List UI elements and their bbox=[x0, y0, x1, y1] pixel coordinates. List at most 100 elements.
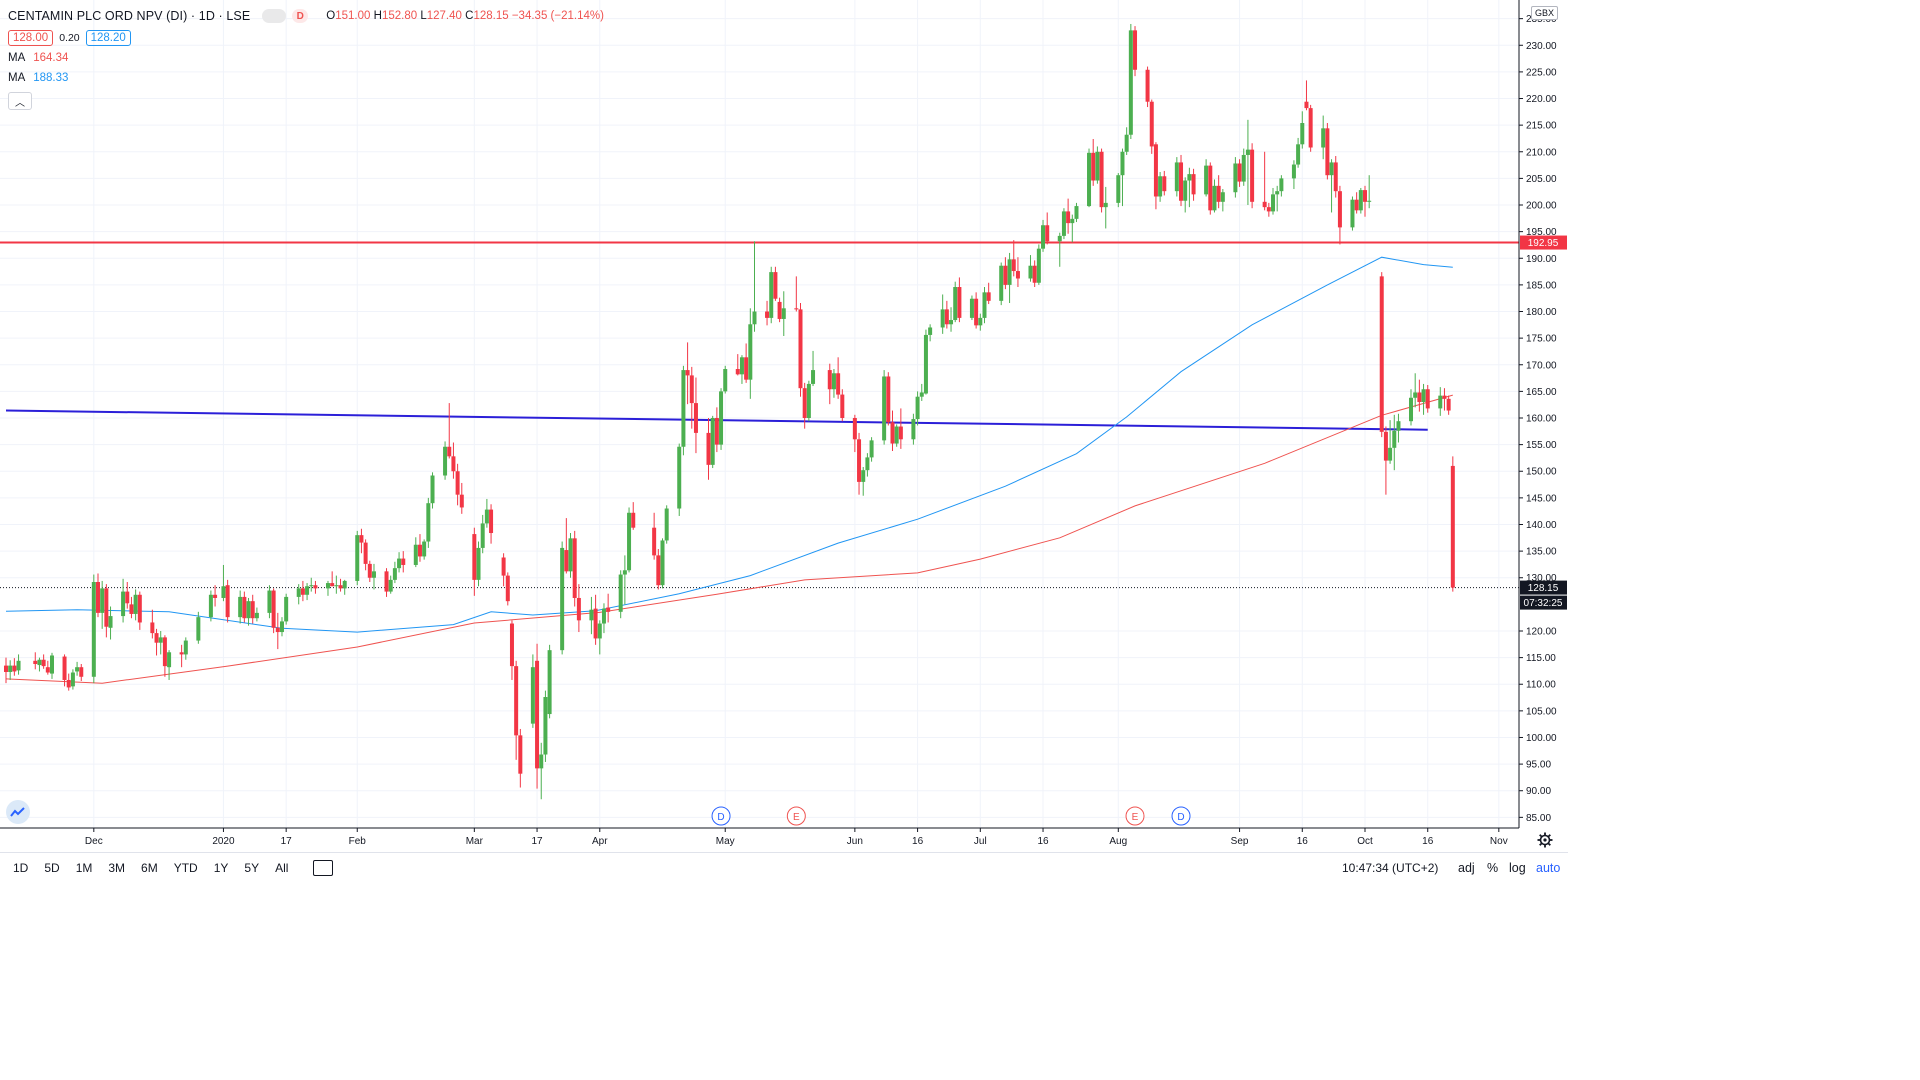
candle-down bbox=[242, 596, 247, 619]
candle-down bbox=[313, 585, 318, 589]
drawn-lines[interactable] bbox=[0, 241, 1519, 589]
candle-down bbox=[852, 418, 857, 440]
price-tick-label: 130.00 bbox=[1526, 573, 1557, 584]
candle-down bbox=[1333, 162, 1338, 192]
candle-down bbox=[300, 588, 305, 595]
tradingview-logo-icon[interactable] bbox=[6, 800, 30, 824]
candle-down bbox=[986, 292, 991, 301]
indicator-ma-2[interactable]: MA 188.33 bbox=[8, 72, 69, 84]
candle-up bbox=[279, 621, 284, 633]
candle-down bbox=[777, 301, 782, 319]
candle-down bbox=[66, 679, 71, 688]
earnings-marker[interactable] bbox=[1125, 806, 1145, 826]
range-5d[interactable]: 5D bbox=[44, 861, 60, 875]
candle-down bbox=[505, 575, 510, 602]
range-1d[interactable]: 1D bbox=[13, 861, 29, 875]
candle-up bbox=[480, 523, 485, 548]
auto-toggle[interactable]: auto bbox=[1536, 861, 1561, 875]
candle-up bbox=[1388, 447, 1393, 461]
bar-countdown-tag-bg bbox=[1520, 595, 1567, 610]
candle-up bbox=[1350, 199, 1355, 228]
ma-slow-line bbox=[5, 256, 1453, 633]
price-tick-label: 95.00 bbox=[1526, 760, 1551, 771]
candle-down bbox=[1011, 259, 1016, 272]
price-tick-label: 200.00 bbox=[1526, 201, 1557, 212]
candle-down bbox=[572, 538, 577, 598]
candle-up bbox=[999, 265, 1004, 301]
candle-up bbox=[208, 594, 213, 618]
range-1m[interactable]: 1M bbox=[75, 861, 93, 875]
range-5y[interactable]: 5Y bbox=[244, 861, 260, 875]
candle-up bbox=[568, 538, 573, 572]
candle-up bbox=[284, 596, 289, 622]
candle-down bbox=[714, 418, 719, 445]
candle-up bbox=[1212, 185, 1217, 211]
candle-down bbox=[693, 403, 698, 433]
price-axis[interactable]: 235.00230.00225.00220.00215.00210.00205.… bbox=[1518, 0, 1568, 828]
candle-up bbox=[1358, 190, 1363, 211]
candle-up bbox=[543, 697, 548, 755]
candle-up bbox=[719, 391, 724, 445]
candle-down bbox=[898, 426, 903, 440]
candle-up bbox=[422, 541, 427, 557]
candle-down bbox=[765, 311, 770, 318]
range-6m[interactable]: 6M bbox=[141, 861, 158, 875]
price-tick-label: 195.00 bbox=[1526, 227, 1557, 238]
candle-up bbox=[919, 392, 924, 397]
candle-up bbox=[183, 640, 188, 655]
candle-down bbox=[840, 394, 845, 418]
visibility-toggle-icon[interactable] bbox=[262, 9, 287, 23]
candle-down bbox=[735, 369, 740, 375]
earnings-marker-label: E bbox=[793, 812, 800, 823]
range-1y[interactable]: 1Y bbox=[213, 861, 229, 875]
price-chart[interactable]: 235.00230.00225.00220.00215.00210.00205.… bbox=[0, 0, 1568, 852]
candle-down bbox=[150, 622, 155, 634]
candle-up bbox=[1245, 149, 1250, 155]
ask-price[interactable]: 128.20 bbox=[85, 30, 131, 46]
indicator-ma-1[interactable]: MA 164.34 bbox=[8, 52, 69, 64]
candle-up bbox=[325, 583, 330, 589]
resistance-price-tag-bg bbox=[1520, 235, 1567, 250]
log-toggle[interactable]: log bbox=[1509, 861, 1526, 875]
candle-down bbox=[974, 298, 979, 326]
currency-label[interactable]: GBX bbox=[1531, 6, 1559, 20]
candle-up bbox=[1103, 202, 1108, 208]
earnings-marker[interactable] bbox=[786, 806, 806, 826]
dividend-marker[interactable] bbox=[711, 806, 731, 826]
price-tick-label: 190.00 bbox=[1526, 254, 1557, 265]
candle-up bbox=[1183, 180, 1188, 201]
candle-up bbox=[16, 660, 21, 671]
candle-up bbox=[196, 617, 201, 641]
candle-up bbox=[1174, 162, 1179, 192]
candle-down bbox=[886, 376, 891, 423]
candle-up bbox=[831, 373, 836, 390]
bid-price[interactable]: 128.00 bbox=[8, 30, 54, 46]
candle-down bbox=[447, 446, 452, 457]
bar-countdown-tag[interactable]: 07:32:25 bbox=[1524, 598, 1563, 609]
time-axis[interactable]: Dec 2020 17 Feb Mar 17 Apr May Jun 16 Jul 16 Aug Sep 1… bbox=[0, 827, 1519, 847]
percent-toggle[interactable]: % bbox=[1487, 861, 1499, 875]
market-status-badge: D bbox=[292, 9, 309, 23]
candle-down bbox=[451, 456, 456, 472]
timezone-clock[interactable]: 10:47:34 (UTC+2) bbox=[1342, 861, 1439, 875]
candle-down bbox=[472, 534, 477, 580]
current-price-tag[interactable]: 128.15 bbox=[1528, 583, 1559, 594]
range-all[interactable]: All bbox=[275, 861, 289, 875]
range-3m[interactable]: 3M bbox=[108, 861, 126, 875]
adj-toggle[interactable]: adj bbox=[1458, 861, 1475, 875]
resistance-price-tag[interactable]: 192.95 bbox=[1528, 238, 1559, 249]
candle-up bbox=[953, 287, 958, 321]
candle-down bbox=[79, 667, 84, 677]
symbol-title[interactable]: CENTAMIN PLC ORD NPV (DI) · 1D · LSE bbox=[8, 9, 251, 23]
calendar-icon[interactable] bbox=[313, 860, 334, 876]
bottom-toolbar: 1D 5D 1M 3M 6M YTD 1Y 5Y All 10:47:34 (U… bbox=[0, 852, 1568, 883]
candle-up bbox=[133, 594, 138, 614]
range-ytd[interactable]: YTD bbox=[173, 861, 198, 875]
time-tick-label: Jul bbox=[974, 836, 987, 847]
settings-gear-icon[interactable] bbox=[1537, 832, 1553, 848]
time-tick-label: 16 bbox=[912, 836, 924, 847]
dividend-marker[interactable] bbox=[1171, 806, 1191, 826]
candle-up bbox=[627, 512, 632, 571]
collapse-legend-button[interactable]: ︿ bbox=[8, 92, 32, 110]
